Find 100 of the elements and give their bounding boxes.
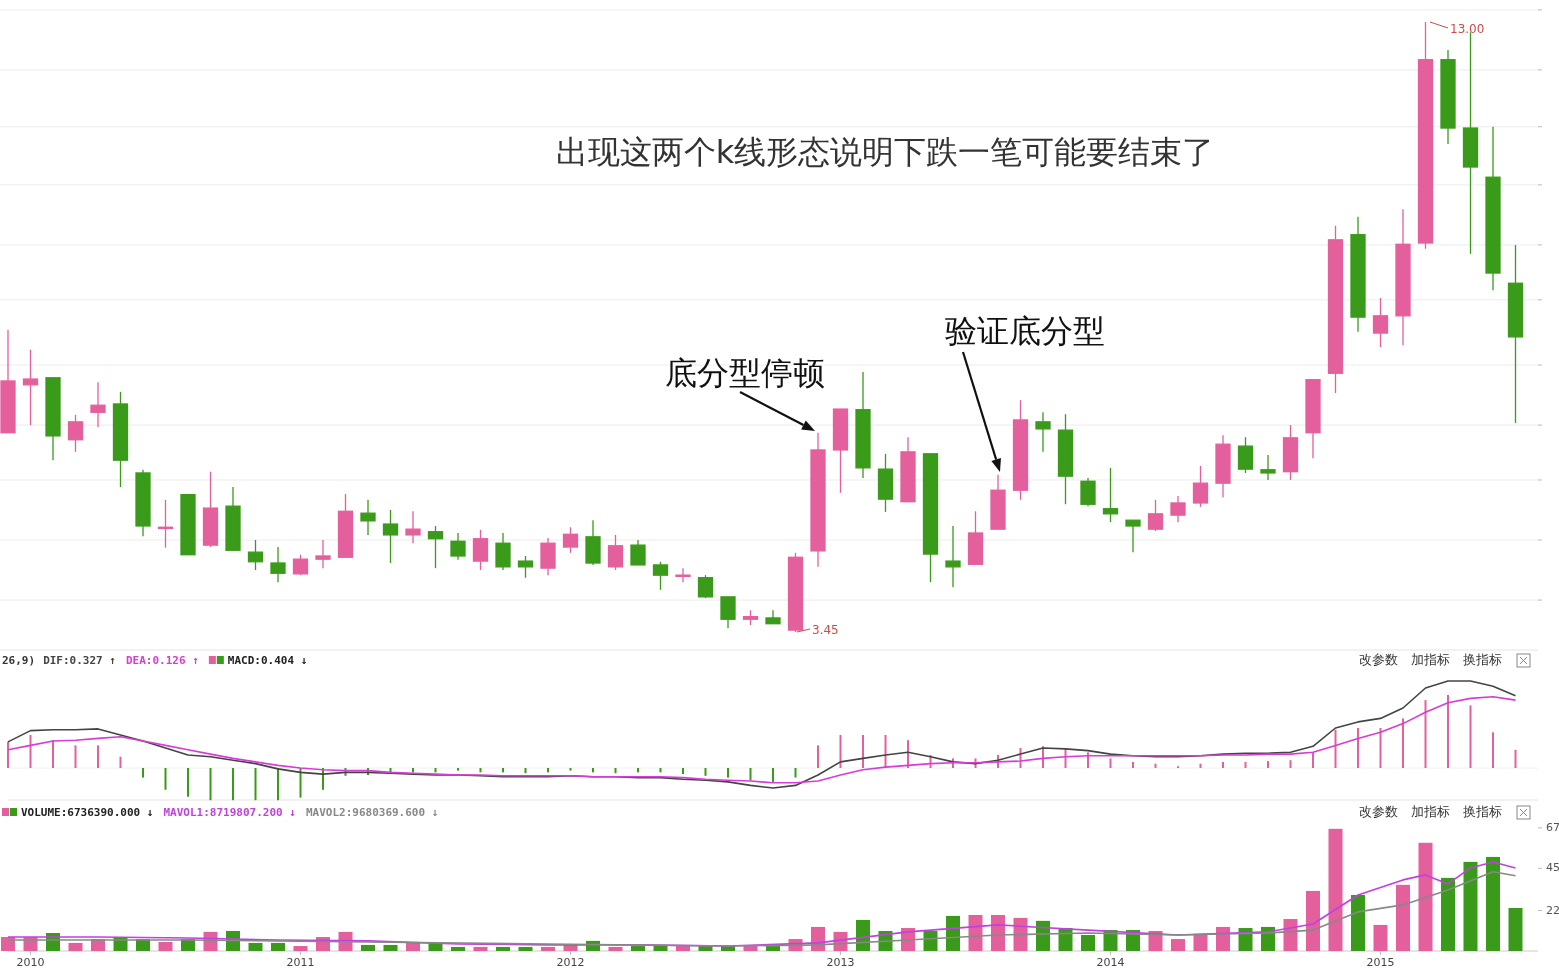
bar bbox=[862, 734, 864, 768]
bar bbox=[52, 740, 54, 768]
bar bbox=[1447, 694, 1449, 768]
y-tick-label: 45 bbox=[1546, 861, 1559, 875]
text: 改参数 bbox=[1358, 652, 1398, 667]
bar bbox=[496, 946, 510, 951]
bar bbox=[946, 915, 960, 951]
bar bbox=[451, 946, 465, 951]
bar bbox=[74, 745, 77, 768]
bar bbox=[524, 768, 527, 774]
text: MAVOL1:8719807.200 ↓ bbox=[163, 806, 296, 819]
bar bbox=[1508, 908, 1523, 951]
bar bbox=[1193, 933, 1208, 951]
bar bbox=[839, 734, 842, 768]
bar bbox=[293, 946, 308, 951]
bar bbox=[248, 942, 263, 951]
bar bbox=[1424, 700, 1427, 768]
y-tick-label: 67 bbox=[1546, 820, 1559, 834]
annotation: 加指标 bbox=[1410, 804, 1450, 819]
bar bbox=[608, 946, 623, 951]
bar bbox=[749, 768, 752, 781]
bar bbox=[97, 745, 99, 768]
bar bbox=[569, 768, 572, 771]
bar bbox=[1312, 752, 1314, 768]
bar bbox=[1267, 761, 1269, 768]
bar bbox=[1013, 917, 1028, 951]
bar bbox=[772, 768, 774, 782]
bar bbox=[676, 946, 690, 951]
bar bbox=[1402, 718, 1404, 768]
bar bbox=[473, 946, 488, 951]
bar bbox=[299, 768, 302, 798]
annotation: 换指标 bbox=[1462, 804, 1502, 819]
bar bbox=[727, 768, 729, 778]
bar bbox=[704, 768, 707, 776]
bar bbox=[794, 768, 797, 778]
bar bbox=[119, 756, 122, 768]
bar bbox=[1334, 729, 1337, 768]
text: 加指标 bbox=[1410, 652, 1450, 667]
bar bbox=[968, 914, 983, 951]
x-tick-label: 2010 bbox=[16, 956, 45, 969]
annotation: 改参数 bbox=[1358, 804, 1398, 819]
bar bbox=[1379, 727, 1382, 768]
bar bbox=[1492, 732, 1494, 768]
bar bbox=[277, 768, 279, 801]
bar bbox=[1306, 890, 1320, 951]
annotation: 13.00 bbox=[1450, 22, 1485, 36]
annotation: 验证底分型 bbox=[945, 312, 1105, 350]
y-tick-label: 22 bbox=[1546, 903, 1559, 917]
bar bbox=[1148, 930, 1163, 951]
bar bbox=[361, 944, 375, 951]
bar bbox=[68, 942, 83, 951]
legend-title: 26,9) bbox=[2, 654, 36, 667]
bar bbox=[383, 944, 398, 951]
bar bbox=[1469, 705, 1472, 768]
bar bbox=[254, 768, 257, 801]
bar bbox=[232, 768, 234, 801]
bar bbox=[457, 768, 459, 771]
bar bbox=[541, 946, 555, 951]
bar bbox=[1441, 877, 1455, 951]
bar bbox=[1351, 894, 1365, 951]
annotation: 出现这两个k线形态说明下跌一笔可能要结束了 bbox=[555, 133, 1215, 171]
x-tick-label: 2013 bbox=[826, 956, 855, 969]
bar bbox=[1514, 749, 1517, 768]
bar bbox=[187, 768, 189, 797]
bar bbox=[682, 768, 684, 775]
bar bbox=[158, 942, 173, 951]
bar bbox=[1244, 761, 1247, 768]
bar bbox=[1396, 884, 1410, 951]
text: DEA:0.126 ↑ bbox=[125, 654, 199, 667]
bar bbox=[1132, 761, 1134, 768]
legend-label: VOLUME:6736390.000 ↓ bbox=[21, 806, 154, 819]
bar bbox=[1289, 760, 1292, 768]
bar bbox=[817, 745, 819, 768]
legend-label: MACD:0.404 ↓ bbox=[227, 654, 308, 667]
bar bbox=[209, 768, 212, 801]
bar bbox=[1216, 926, 1230, 951]
bar bbox=[1171, 939, 1185, 951]
text: MAVOL2:9680369.600 ↓ bbox=[305, 806, 439, 819]
bar bbox=[142, 768, 144, 778]
bar bbox=[518, 946, 533, 951]
bar bbox=[766, 946, 780, 951]
bar bbox=[1328, 828, 1343, 951]
x-tick-label: 2015 bbox=[1366, 956, 1395, 969]
text: DIF:0.327 ↑ bbox=[43, 654, 116, 667]
bar bbox=[614, 768, 617, 774]
bar bbox=[1486, 856, 1500, 951]
bar bbox=[1238, 928, 1253, 951]
x-tick-label: 2011 bbox=[286, 956, 315, 969]
x-tick-label: 2012 bbox=[556, 956, 585, 969]
text: 换指标 bbox=[1462, 652, 1502, 667]
annotation: 底分型停顿 bbox=[665, 354, 825, 392]
bar bbox=[923, 930, 938, 951]
bar bbox=[1357, 727, 1359, 768]
bar bbox=[631, 946, 645, 951]
bar bbox=[1373, 924, 1388, 951]
bar bbox=[856, 919, 870, 951]
bar bbox=[7, 741, 9, 768]
bar bbox=[1418, 842, 1433, 951]
x-tick-label: 2014 bbox=[1096, 956, 1125, 969]
bar bbox=[907, 740, 909, 768]
